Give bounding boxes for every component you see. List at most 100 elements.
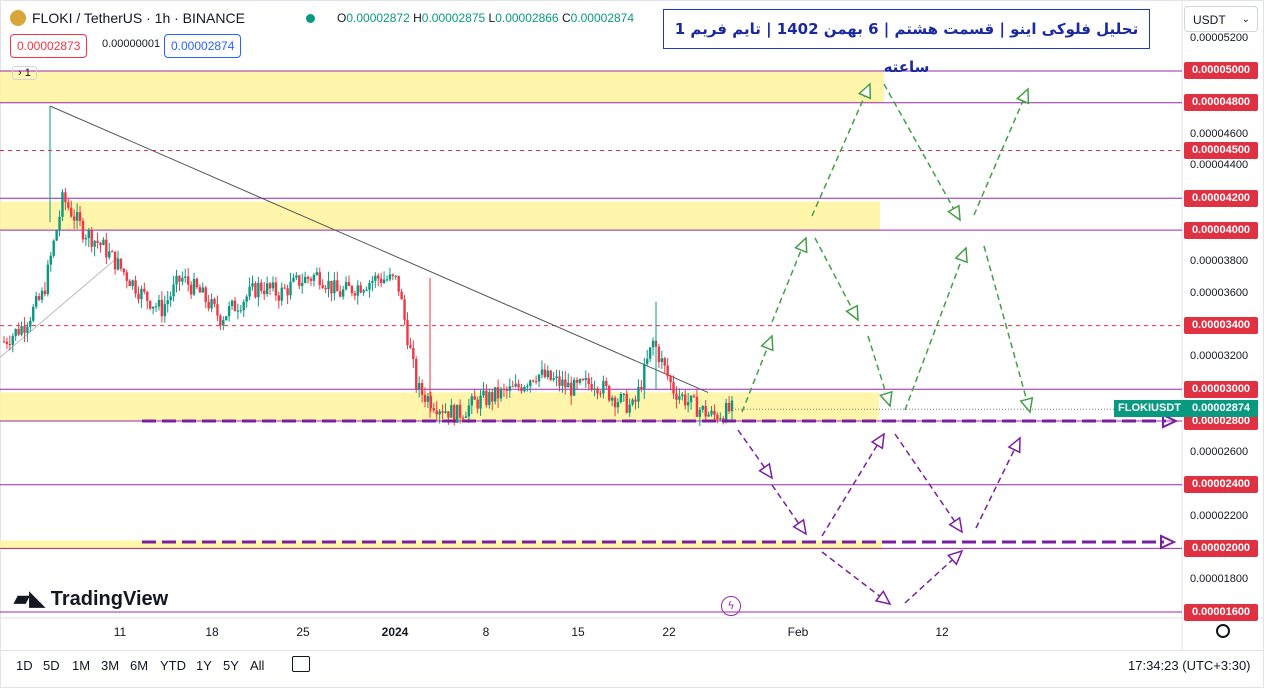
- clock[interactable]: 17:34:23 (UTC+3:30): [1128, 658, 1251, 673]
- candle-body: [283, 287, 286, 289]
- price-label: 0.00001600: [1184, 603, 1258, 621]
- candle-body: [93, 240, 96, 247]
- candle-body: [689, 395, 693, 403]
- candle-body: [444, 411, 447, 413]
- timeframe-all-button[interactable]: All: [250, 658, 265, 673]
- currency-dropdown[interactable]: USDT ⌄: [1184, 6, 1258, 32]
- price-label: 0.00002200: [1190, 509, 1249, 522]
- candle-body: [251, 283, 254, 287]
- candle-body: [485, 390, 488, 405]
- candle-body: [479, 395, 482, 409]
- timeframe-1y-button[interactable]: 1Y: [196, 658, 212, 673]
- candle-body: [415, 359, 418, 390]
- candle-body: [248, 286, 251, 297]
- candle-body: [236, 310, 240, 312]
- time-label: 8: [482, 625, 490, 639]
- candle-body: [116, 258, 120, 270]
- layers-toggle[interactable]: › 1: [12, 66, 37, 80]
- candle-body: [385, 279, 389, 281]
- timeframe-ytd-button[interactable]: YTD: [160, 658, 186, 673]
- symbol-icon: [10, 10, 26, 26]
- candle-body: [719, 418, 722, 420]
- candle-body: [377, 275, 380, 279]
- candle-body: [306, 276, 310, 279]
- candle-body: [143, 288, 146, 292]
- symbol-title[interactable]: FLOKI / TetherUS · 1h · BINANCE: [32, 10, 245, 26]
- candle-body: [409, 345, 412, 349]
- candle-body: [125, 272, 128, 281]
- candle-body: [204, 287, 207, 302]
- buy-button[interactable]: 0.00002874: [164, 34, 242, 58]
- timeframe-5y-button[interactable]: 5Y: [223, 658, 239, 673]
- candle-body: [657, 346, 661, 362]
- candle-body: [207, 301, 210, 309]
- candle-body: [40, 290, 44, 300]
- time-label: 22: [662, 625, 676, 639]
- high-value: 0.00002875: [421, 11, 486, 25]
- candle-body: [216, 304, 219, 316]
- candle-body: [537, 374, 541, 382]
- candle-body: [622, 393, 626, 395]
- candle-body: [552, 378, 555, 380]
- candle-body: [394, 275, 397, 277]
- date-range-icon[interactable]: [292, 656, 310, 672]
- bearish-projection-4-head: [1007, 436, 1021, 454]
- clock-time: 17:34:23: [1128, 658, 1179, 673]
- candle-body: [78, 212, 82, 222]
- chevron-down-icon: ⌄: [1241, 14, 1250, 25]
- candle-body: [692, 395, 696, 397]
- timeframe-3m-button[interactable]: 3M: [101, 658, 120, 673]
- price-label: 0.00002000: [1184, 539, 1258, 557]
- candle-body: [160, 299, 164, 317]
- time-label: 18: [205, 625, 219, 639]
- candle-body: [105, 239, 108, 258]
- candle-body: [599, 393, 602, 395]
- candle-body: [292, 277, 295, 282]
- candle-body: [140, 288, 143, 300]
- candle-body: [374, 275, 377, 281]
- candle-body: [277, 295, 281, 301]
- candle-body: [651, 340, 655, 348]
- candle-body: [46, 264, 50, 295]
- bullish-projection-0-head: [760, 334, 774, 352]
- candle-body: [450, 405, 453, 418]
- candle-body: [412, 348, 415, 360]
- candle-body: [353, 293, 357, 296]
- candle-body: [707, 414, 710, 417]
- candle-body: [233, 300, 237, 312]
- open-value: 0.00002872: [346, 11, 410, 25]
- timeframe-1d-button[interactable]: 1D: [16, 658, 33, 673]
- candle-body: [476, 399, 479, 409]
- clock-timezone: (UTC+3:30): [1182, 658, 1251, 673]
- candle-body: [151, 306, 155, 309]
- price-label: 0.00004500: [1184, 142, 1258, 160]
- candle-body: [435, 410, 438, 415]
- price-label: 0.00002400: [1184, 476, 1258, 494]
- candle-body: [321, 285, 324, 288]
- candle-body: [333, 280, 336, 294]
- sell-button[interactable]: 0.00002873: [10, 34, 88, 58]
- bullish-projection-5-head: [947, 204, 961, 222]
- timeframe-1m-button[interactable]: 1M: [72, 658, 91, 673]
- candle-body: [26, 326, 29, 333]
- candle-body: [569, 382, 573, 396]
- settings-icon[interactable]: [1216, 624, 1230, 638]
- layers-count: 1: [24, 67, 31, 79]
- candle-body: [540, 369, 544, 375]
- candle-body: [432, 408, 435, 411]
- candle-body: [681, 394, 684, 397]
- timeframe-6m-button[interactable]: 6M: [130, 658, 149, 673]
- bullish-projection-8: [983, 245, 1031, 413]
- price-label: 0.00001800: [1190, 573, 1249, 586]
- candle-body: [666, 365, 669, 377]
- timeframe-5d-button[interactable]: 5D: [43, 658, 60, 673]
- candle-body: [225, 316, 228, 321]
- candle-body: [315, 272, 319, 275]
- replay-icon[interactable]: ϟ: [721, 596, 741, 616]
- candle-body: [578, 379, 582, 383]
- candle-body: [339, 291, 342, 297]
- time-label: 15: [571, 625, 585, 639]
- candle-body: [461, 417, 465, 419]
- price-label: 0.00004000: [1184, 221, 1258, 239]
